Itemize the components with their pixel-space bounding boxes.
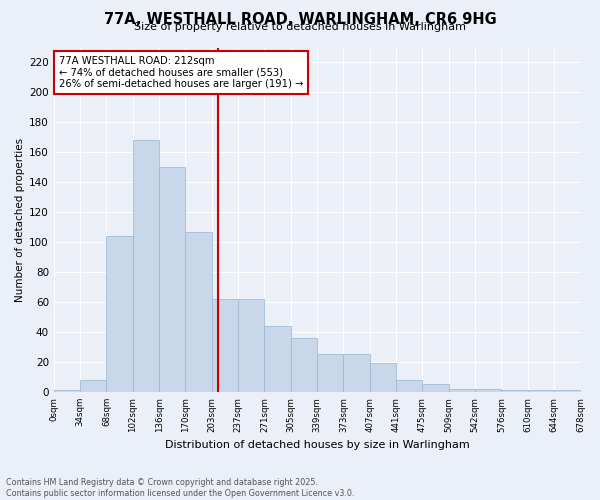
Bar xyxy=(370,364,396,392)
Bar xyxy=(238,299,265,392)
Text: Size of property relative to detached houses in Warlingham: Size of property relative to detached ho… xyxy=(134,22,466,32)
Bar xyxy=(265,326,291,392)
Bar xyxy=(185,232,212,392)
X-axis label: Distribution of detached houses by size in Warlingham: Distribution of detached houses by size … xyxy=(165,440,470,450)
Bar xyxy=(54,390,80,392)
Text: 77A WESTHALL ROAD: 212sqm
← 74% of detached houses are smaller (553)
26% of semi: 77A WESTHALL ROAD: 212sqm ← 74% of detac… xyxy=(59,56,304,90)
Bar xyxy=(554,390,581,392)
Bar xyxy=(133,140,159,392)
Text: 77A, WESTHALL ROAD, WARLINGHAM, CR6 9HG: 77A, WESTHALL ROAD, WARLINGHAM, CR6 9HG xyxy=(104,12,496,28)
Bar xyxy=(106,236,133,392)
Bar xyxy=(528,390,554,392)
Bar xyxy=(449,389,475,392)
Bar xyxy=(502,390,528,392)
Bar xyxy=(317,354,343,392)
Bar xyxy=(212,299,238,392)
Bar xyxy=(343,354,370,392)
Bar xyxy=(475,389,502,392)
Y-axis label: Number of detached properties: Number of detached properties xyxy=(15,138,25,302)
Text: Contains HM Land Registry data © Crown copyright and database right 2025.
Contai: Contains HM Land Registry data © Crown c… xyxy=(6,478,355,498)
Bar xyxy=(396,380,422,392)
Bar xyxy=(80,380,106,392)
Bar xyxy=(159,168,185,392)
Bar xyxy=(422,384,449,392)
Bar xyxy=(291,338,317,392)
